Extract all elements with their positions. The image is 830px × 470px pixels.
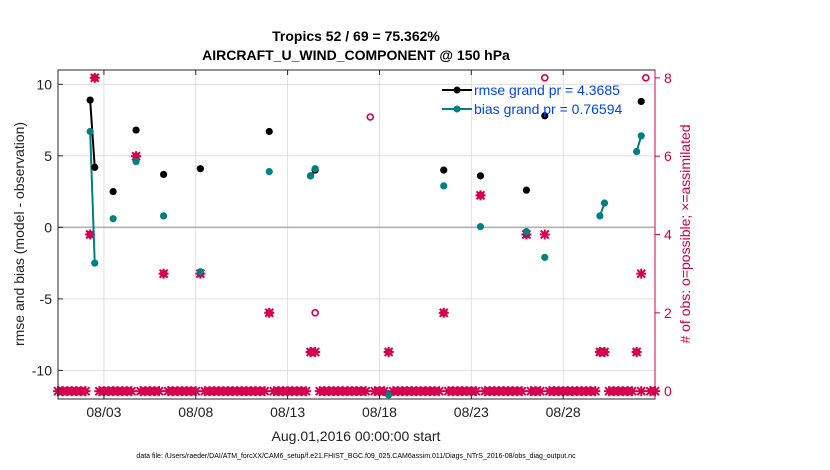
- bias-point: [633, 147, 641, 156]
- rmse-point: [109, 187, 117, 196]
- x-axis-ticks: 08/03 08/08 08/13 08/18 08/23 08/28: [86, 70, 581, 420]
- rmse-point: [265, 127, 273, 136]
- obs-zero-marker: [300, 386, 311, 397]
- bias-point: [600, 199, 609, 207]
- y-tick-label: 0: [44, 219, 52, 235]
- obs-zero-marker: [259, 386, 270, 397]
- bias-point: [91, 259, 99, 267]
- x-tick-label: 08/18: [362, 404, 397, 420]
- bias-point: [306, 172, 315, 180]
- y2-axis-ticks: 8 6 4 2 0: [654, 70, 672, 399]
- bias-point: [541, 253, 549, 261]
- obs-zero-marker: [535, 386, 546, 397]
- obs-assimilated-marker: [438, 307, 449, 318]
- obs-assimilated-marker: [89, 72, 100, 83]
- obs-assimilated-marker: [636, 268, 647, 279]
- bias-point: [522, 228, 531, 236]
- bias-point: [637, 132, 645, 140]
- data-file-footnote: data file: /Users/raeder/DAI/ATM_forcXX/…: [136, 453, 576, 460]
- series-points: [86, 96, 645, 399]
- bias-point: [385, 391, 393, 399]
- obs-assimilated-marker: [631, 347, 642, 357]
- bias-point: [109, 215, 117, 223]
- rmse-point: [476, 172, 485, 180]
- y-axis-ticks: 10 5 0 -5 -10: [32, 76, 63, 378]
- rmse-point: [160, 170, 168, 179]
- x-tick-label: 08/03: [86, 404, 121, 420]
- y-tick-label: 5: [44, 148, 52, 164]
- bias-point: [160, 212, 168, 220]
- obs-assimilated-marker: [158, 268, 169, 279]
- obs-possible-marker: [642, 74, 650, 82]
- bias-point: [86, 127, 94, 136]
- obs-assimilated-marker: [599, 347, 610, 357]
- y-axis-label: rmse and bias (model - observation): [11, 122, 27, 346]
- obs-assimilated-marker: [539, 229, 550, 240]
- y-tick-label: -5: [40, 291, 53, 307]
- x-tick-label: 08/23: [454, 404, 489, 420]
- x-tick-label: 08/13: [270, 404, 305, 420]
- y2-tick-label: 4: [664, 227, 672, 243]
- obs-possible-marker: [540, 74, 549, 82]
- x-tick-label: 08/08: [178, 404, 213, 420]
- y-tick-label: 10: [36, 76, 52, 92]
- obs-zero-marker: [434, 386, 445, 397]
- rmse-point: [637, 97, 645, 106]
- y2-tick-label: 8: [664, 70, 672, 86]
- obs-possible-marker: [366, 113, 375, 121]
- rmse-point: [132, 126, 140, 134]
- obs-assimilated-marker: [475, 190, 486, 201]
- obs-possible-marker: [311, 309, 319, 317]
- obs-count-marks: [53, 72, 660, 397]
- obs-zero-marker: [516, 386, 527, 397]
- chart-subtitle: AIRCRAFT_U_WIND_COMPONENT @ 150 hPa: [202, 47, 510, 63]
- obs-zero-marker: [154, 386, 165, 397]
- bias-point: [476, 223, 485, 231]
- obs-assimilated-marker: [383, 347, 394, 357]
- obs-zero-marker: [470, 386, 481, 397]
- obs-zero-marker: [627, 386, 638, 397]
- legend-bias-marker: [453, 105, 461, 113]
- bias-line-segment: [89, 131, 96, 264]
- y2-tick-label: 2: [664, 305, 672, 321]
- rmse-point: [86, 96, 94, 104]
- bias-point: [132, 157, 140, 166]
- obs-zero-marker: [80, 386, 91, 397]
- rmse-point: [541, 112, 549, 120]
- bias-point: [311, 165, 319, 173]
- bias-point: [440, 182, 448, 190]
- obs-zero-marker: [360, 386, 371, 397]
- legend-rmse-label: rmse grand pr = 4.3685: [474, 82, 620, 98]
- y2-tick-label: 6: [664, 148, 672, 164]
- rmse-point: [91, 163, 99, 171]
- y-tick-label: -10: [32, 362, 52, 378]
- bias-point: [596, 212, 604, 220]
- obs-assimilated-marker: [310, 347, 321, 357]
- rmse-point: [522, 186, 531, 194]
- y2-axis-label: # of obs: o=possible; ×=assimilated: [677, 124, 693, 343]
- x-tick-label: 08/28: [546, 404, 581, 420]
- bias-point: [196, 268, 204, 276]
- obs-zero-marker: [636, 386, 647, 397]
- obs-zero-marker: [126, 386, 137, 397]
- legend-bias-label: bias grand pr = 0.76594: [474, 101, 622, 117]
- rmse-point: [440, 166, 448, 174]
- bias-point: [265, 167, 273, 176]
- legend: rmse grand pr = 4.3685 bias grand pr = 0…: [442, 82, 622, 117]
- rmse-point: [196, 165, 204, 173]
- obs-zero-marker: [590, 386, 601, 397]
- legend-rmse-marker: [453, 86, 461, 94]
- obs-assimilated-marker: [264, 307, 275, 318]
- x-axis-label: Aug.01,2016 00:00:00 start: [272, 428, 441, 444]
- chart-title: Tropics 52 / 69 = 75.362%: [272, 28, 440, 44]
- y2-tick-label: 0: [664, 383, 672, 399]
- plot-area: [58, 70, 655, 399]
